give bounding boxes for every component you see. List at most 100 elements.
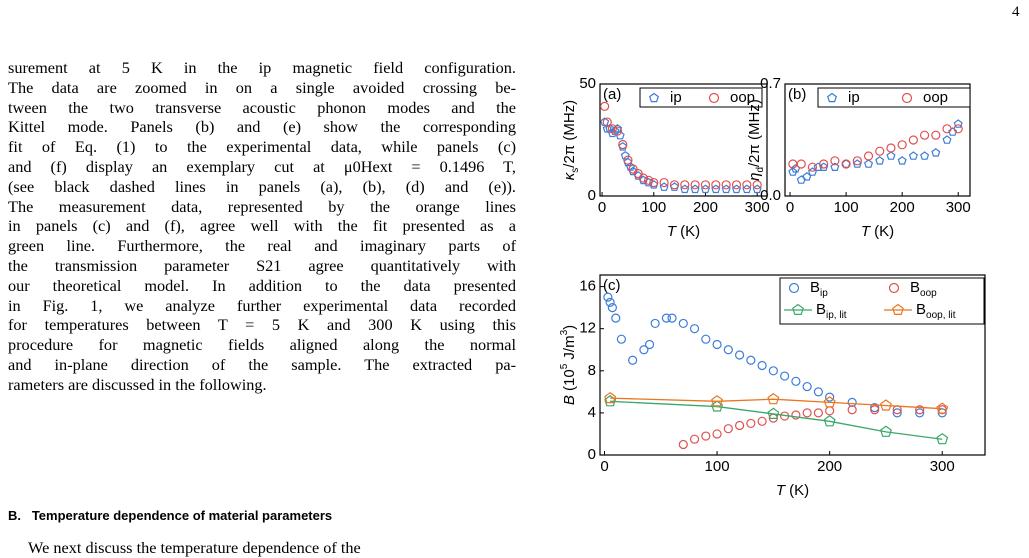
data-point: [633, 169, 643, 179]
data-point: [680, 180, 690, 190]
data-point: [757, 360, 767, 371]
x-tick-label: 0: [600, 458, 608, 475]
data-point: [690, 180, 700, 190]
y-tick-label: 12: [579, 320, 596, 337]
legend-label: oop: [923, 89, 948, 106]
data-point: [623, 155, 633, 165]
data-point: [875, 146, 885, 156]
y-axis-label-part: κ: [561, 171, 578, 180]
x-axis-label: T (K): [861, 223, 894, 240]
y-axis-label: ηd/2π (MHz): [746, 99, 766, 181]
data-point: [802, 408, 812, 418]
data-point: [723, 345, 733, 355]
data-point: [879, 425, 892, 437]
data-point: [813, 387, 823, 397]
data-point: [746, 355, 756, 365]
x-tick-label: 100: [705, 458, 730, 475]
data-point: [931, 130, 941, 140]
y-axis-label-part: d: [755, 167, 766, 173]
data-point: [937, 408, 947, 418]
data-point: [825, 406, 835, 416]
data-point: [825, 392, 835, 402]
data-point: [711, 180, 721, 190]
data-point: [612, 126, 623, 136]
legend-name: B: [916, 301, 926, 318]
data-point: [618, 139, 628, 150]
x-axis-label-part: (K): [785, 482, 809, 499]
data-point: [600, 101, 610, 112]
y-axis-label-part: /2π (MHz): [746, 99, 763, 167]
data-point: [942, 135, 952, 144]
data-point: [659, 177, 669, 188]
data-point: [689, 324, 700, 334]
data-point: [661, 313, 672, 323]
x-tick-label: 100: [641, 199, 666, 216]
x-tick-label: 0: [786, 199, 794, 216]
data-point: [752, 180, 762, 190]
y-tick-label: 50: [579, 75, 596, 92]
data-point: [669, 182, 680, 191]
legend-subscript: oop: [920, 288, 937, 299]
x-axis-label-part: T: [776, 482, 787, 499]
y-axis-label-part: 3: [559, 329, 570, 335]
data-point: [908, 135, 918, 145]
legend-name: oop: [730, 89, 755, 106]
data-point: [780, 371, 790, 381]
data-point: [613, 124, 623, 133]
data-point: [931, 148, 941, 157]
y-axis-label-part: J/m: [561, 335, 578, 363]
x-tick-label: 300: [946, 199, 971, 216]
legend-label: Bip: [810, 279, 828, 299]
data-point: [791, 410, 801, 420]
data-point: [678, 318, 688, 329]
y-tick-label: 0: [588, 446, 596, 463]
data-point: [830, 156, 840, 166]
x-axis-label-part: T: [667, 223, 678, 240]
y-axis-label-part: s: [570, 168, 581, 173]
data-point: [644, 339, 655, 350]
data-point: [639, 345, 649, 355]
data-point: [746, 418, 756, 429]
page-number: 4: [1012, 4, 1020, 20]
panel-label: (b): [788, 86, 806, 103]
plot-frame: [784, 83, 971, 197]
body-line: We next discuss the temperature dependen…: [28, 538, 361, 557]
legend-marker: [708, 92, 720, 104]
x-tick-label: 300: [745, 199, 770, 216]
data-point: [886, 151, 896, 160]
data-point: [623, 157, 633, 167]
y-axis-label: B (105 J/m3): [559, 325, 578, 405]
legend-box: [779, 277, 985, 325]
legend-box: [817, 87, 971, 108]
y-tick-label: 16: [579, 278, 596, 295]
data-point: [607, 303, 617, 313]
body-line: The measurement data, represented by the…: [8, 196, 516, 216]
x-tick-label: 200: [817, 458, 842, 475]
data-point: [919, 130, 930, 140]
data-point: [616, 334, 626, 344]
data-point: [644, 175, 654, 185]
y-tick-label: 0: [588, 187, 596, 204]
legend-marker: [892, 303, 904, 315]
data-point: [638, 175, 648, 185]
data-point: [620, 150, 630, 160]
legend-marker: [826, 92, 838, 103]
x-axis-label-part: (K): [870, 223, 894, 240]
legend-name: ip: [848, 89, 860, 106]
data-point: [602, 117, 612, 127]
y-axis-label-part: (10: [561, 369, 578, 395]
data-point: [897, 156, 907, 165]
data-point: [731, 180, 742, 190]
legend-name: B: [910, 279, 920, 296]
data-point: [908, 151, 918, 160]
y-axis-label-part: η: [746, 173, 763, 181]
data-point: [879, 399, 892, 411]
data-point: [721, 180, 731, 190]
data-point: [863, 159, 874, 168]
data-point: [650, 318, 660, 329]
data-point: [863, 151, 874, 161]
data-point: [788, 167, 798, 176]
body-line: in Fig. 1, we analyze further experiment…: [8, 295, 516, 315]
y-tick-label: 0.7: [760, 75, 781, 92]
